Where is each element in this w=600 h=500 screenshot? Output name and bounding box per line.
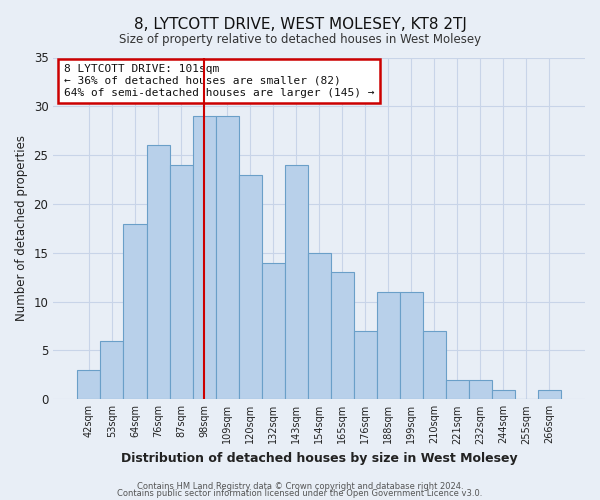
Y-axis label: Number of detached properties: Number of detached properties bbox=[15, 136, 28, 322]
Bar bbox=[146, 146, 170, 400]
Bar bbox=[262, 262, 284, 400]
Text: Contains HM Land Registry data © Crown copyright and database right 2024.: Contains HM Land Registry data © Crown c… bbox=[137, 482, 463, 491]
Bar bbox=[423, 331, 446, 400]
Text: Size of property relative to detached houses in West Molesey: Size of property relative to detached ho… bbox=[119, 32, 481, 46]
Bar bbox=[377, 292, 400, 400]
Bar bbox=[239, 174, 262, 400]
Bar bbox=[100, 340, 124, 400]
Bar bbox=[170, 165, 193, 400]
Bar bbox=[284, 165, 308, 400]
Text: Contains public sector information licensed under the Open Government Licence v3: Contains public sector information licen… bbox=[118, 489, 482, 498]
Bar bbox=[538, 390, 561, 400]
Bar bbox=[353, 331, 377, 400]
Bar bbox=[331, 272, 353, 400]
Text: 8, LYTCOTT DRIVE, WEST MOLESEY, KT8 2TJ: 8, LYTCOTT DRIVE, WEST MOLESEY, KT8 2TJ bbox=[134, 18, 466, 32]
Bar bbox=[469, 380, 492, 400]
Bar bbox=[492, 390, 515, 400]
Bar bbox=[124, 224, 146, 400]
Bar bbox=[400, 292, 423, 400]
Bar bbox=[446, 380, 469, 400]
X-axis label: Distribution of detached houses by size in West Molesey: Distribution of detached houses by size … bbox=[121, 452, 517, 465]
Bar bbox=[193, 116, 215, 400]
Bar bbox=[77, 370, 100, 400]
Bar bbox=[215, 116, 239, 400]
Text: 8 LYTCOTT DRIVE: 101sqm
← 36% of detached houses are smaller (82)
64% of semi-de: 8 LYTCOTT DRIVE: 101sqm ← 36% of detache… bbox=[64, 64, 374, 98]
Bar bbox=[308, 253, 331, 400]
